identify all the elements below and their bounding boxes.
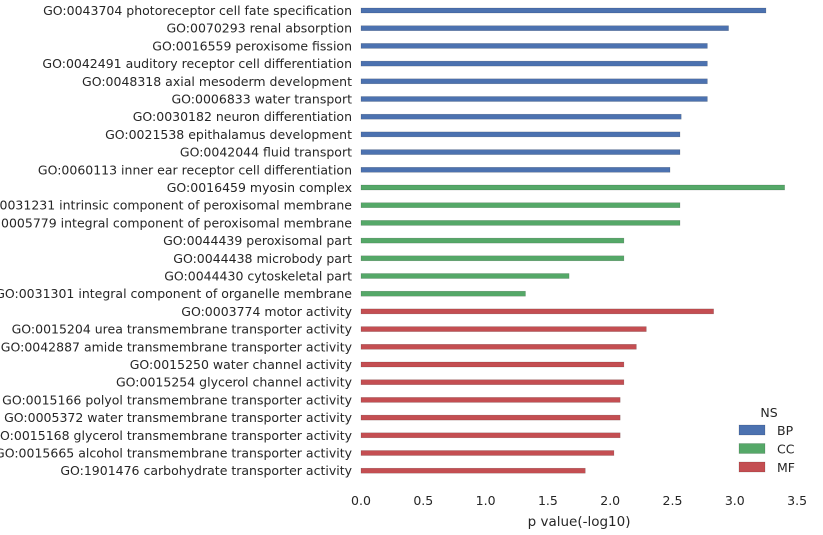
y-tick-label: GO:0015254 glycerol channel activity — [116, 375, 353, 390]
x-tick-labels: 0.0 0.5 1.0 1.5 2.0 2.5 3.0 3.5 — [351, 493, 807, 508]
x-tick-label: 2.5 — [663, 493, 683, 508]
y-tick-label: GO:0060113 inner ear receptor cell diffe… — [38, 162, 352, 177]
bar-cc-15 — [360, 273, 570, 279]
y-tick-label: GO:0070293 renal absorption — [166, 21, 352, 36]
bar-mf-18 — [360, 326, 647, 332]
x-tick-label: 1.5 — [538, 493, 558, 508]
y-tick-label: GO:0042887 amide transmembrane transport… — [1, 339, 353, 354]
bar-mf-17 — [360, 308, 714, 315]
bar-mf-21 — [360, 379, 625, 385]
y-tick-label: GO:0016559 peroxisome fission — [152, 38, 352, 53]
x-tick-label: 2.0 — [600, 493, 620, 508]
y-tick-label: GO:0015166 polyol transmembrane transpor… — [2, 392, 352, 407]
y-tick-label: GO:0044438 microbody part — [173, 251, 352, 266]
y-tick-label: GO:0021538 epithalamus development — [105, 127, 352, 142]
legend-label-cc: CC — [777, 442, 795, 457]
y-tick-label: GO:0006833 water transport — [171, 92, 352, 107]
x-tick-label: 3.5 — [787, 493, 807, 508]
bar-mf-19 — [360, 344, 637, 350]
bar-bp-3 — [360, 60, 708, 67]
y-tick-label: GO:0048318 axial mesoderm development — [82, 74, 352, 89]
bar-cc-10 — [360, 184, 785, 191]
bar-bp-2 — [360, 43, 708, 49]
bar-mf-20 — [360, 361, 625, 368]
y-tick-label: GO:0015204 urea transmembrane transporte… — [12, 322, 353, 337]
y-tick-label: GO:0003774 motor activity — [181, 304, 352, 319]
y-tick-label: GO:0015250 water channel activity — [130, 357, 353, 372]
y-tick-label: GO:0005779 integral component of peroxis… — [0, 215, 352, 230]
x-tick-label: 3.0 — [725, 493, 745, 508]
bar-mf-22 — [360, 397, 621, 403]
y-tick-label: GO:0042491 auditory receptor cell differ… — [42, 56, 352, 71]
bar-bp-6 — [360, 113, 682, 120]
legend-title: NS — [760, 405, 777, 420]
bars-group — [360, 7, 785, 474]
bar-mf-24 — [360, 432, 621, 439]
x-tick-label: 1.0 — [476, 493, 496, 508]
bar-mf-26 — [360, 467, 586, 474]
bar-bp-7 — [360, 131, 681, 138]
x-axis-title: p value(-log10) — [528, 514, 631, 530]
x-tick-label: 0.5 — [413, 493, 433, 508]
bar-cc-11 — [360, 202, 681, 208]
bar-bp-5 — [360, 96, 708, 102]
bar-bp-4 — [360, 78, 708, 85]
y-tick-label: GO:0044430 cytoskeletal part — [164, 269, 352, 284]
y-tick-labels: GO:0043704 photoreceptor cell fate speci… — [0, 3, 353, 478]
bar-cc-14 — [360, 255, 625, 262]
bar-bp-1 — [360, 25, 729, 31]
bar-cc-12 — [360, 220, 681, 226]
bar-mf-25 — [360, 450, 615, 456]
y-tick-label: GO:0015665 alcohol transmembrane transpo… — [0, 446, 353, 461]
bar-cc-16 — [360, 290, 526, 297]
y-tick-label: GO:0015168 glycerol transmembrane transp… — [0, 428, 353, 443]
bar-bp-9 — [360, 167, 671, 173]
bar-bp-8 — [360, 149, 681, 155]
legend-label-bp: BP — [777, 423, 794, 438]
legend-swatch-cc — [738, 443, 766, 454]
y-tick-label: GO:0031231 intrinsic component of peroxi… — [0, 198, 352, 213]
legend-swatch-bp — [738, 424, 766, 436]
y-tick-label: GO:0030182 neuron differentiation — [133, 109, 352, 124]
bar-cc-13 — [360, 237, 625, 244]
y-tick-label: GO:0043704 photoreceptor cell fate speci… — [43, 3, 352, 18]
y-tick-label: GO:0044439 peroxisomal part — [163, 233, 352, 248]
y-tick-label: GO:1901476 carbohydrate transporter acti… — [60, 463, 352, 478]
legend: NS BP CC MF — [738, 405, 795, 475]
bar-bp-0 — [360, 7, 767, 14]
y-tick-label: GO:0016459 myosin complex — [167, 180, 352, 195]
legend-swatch-mf — [738, 461, 766, 473]
bar-mf-23 — [360, 414, 621, 421]
y-tick-label: GO:0005372 water transmembrane transport… — [4, 410, 352, 425]
legend-label-mf: MF — [777, 460, 795, 475]
y-tick-label: GO:0031301 integral component of organel… — [0, 286, 352, 301]
x-tick-label: 0.0 — [351, 493, 371, 508]
y-tick-label: GO:0042044 fluid transport — [180, 145, 352, 160]
